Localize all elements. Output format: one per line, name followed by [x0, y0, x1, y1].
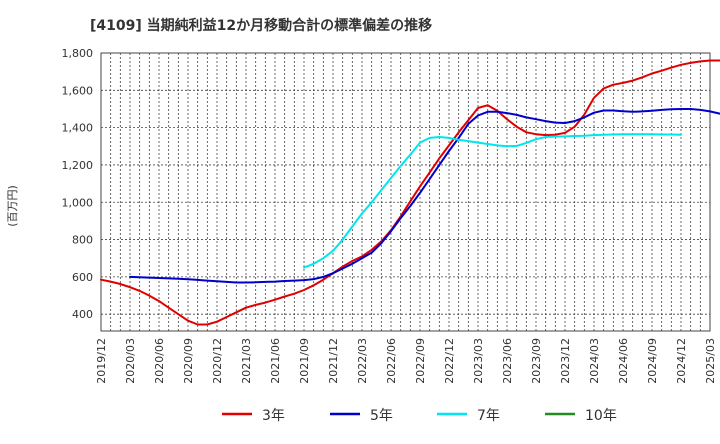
series-line: [100, 59, 720, 326]
legend-label: 7年: [477, 408, 500, 424]
plot-frame: [100, 52, 711, 332]
x-tick-label: 2021/03: [240, 338, 253, 384]
x-tick-label: 2020/03: [124, 338, 137, 384]
x-tick-label: 2023/06: [501, 338, 514, 384]
y-axis-label: (百万円): [6, 185, 19, 227]
x-tick-label: 2024/06: [617, 338, 630, 384]
x-tick-label: 2020/06: [153, 338, 166, 384]
y-tick-label: 600: [72, 271, 93, 284]
legend-label: 10年: [585, 408, 617, 424]
x-tick-label: 2021/06: [269, 338, 282, 384]
x-tick-label: 2019/12: [95, 338, 108, 384]
x-tick-label: 2023/12: [559, 338, 572, 384]
x-tick-label: 2025/03: [704, 338, 717, 384]
chart-title: [4109] 当期純利益12か月移動合計の標準偏差の推移: [90, 17, 432, 34]
y-tick-label: 800: [72, 234, 93, 247]
y-tick-label: 1,200: [62, 159, 94, 172]
x-tick-label: 2022/03: [356, 338, 369, 384]
x-tick-label: 2022/06: [385, 338, 398, 384]
legend: 3年 5年 7年 10年: [222, 408, 617, 424]
x-tick-label: 2024/09: [646, 338, 659, 384]
series-layer: [100, 59, 720, 326]
grid-layer: [100, 52, 711, 332]
series-line: [303, 133, 682, 269]
x-tick-label: 2020/09: [182, 338, 195, 384]
y-tick-label: 1,400: [62, 122, 94, 135]
y-tick-label: 1,800: [62, 47, 94, 60]
x-tick-label: 2023/09: [530, 338, 543, 384]
x-tick-label: 2024/12: [675, 338, 688, 384]
x-tick-label: 2020/12: [211, 338, 224, 384]
x-tick-label: 2021/09: [298, 338, 311, 384]
y-tick-label: 400: [72, 308, 93, 321]
x-tick-label: 2024/03: [588, 338, 601, 384]
legend-label: 5年: [370, 408, 393, 424]
y-tick-label: 1,000: [62, 196, 94, 209]
axis-layer: 400 600 800 1,000 1,200 1,400 1,600 1,800 2019/1…: [62, 47, 718, 384]
x-tick-label: 2023/03: [472, 338, 485, 384]
series-line: [129, 108, 720, 284]
x-tick-label: 2022/12: [443, 338, 456, 384]
x-tick-label: 2021/12: [327, 338, 340, 384]
y-tick-label: 1,600: [62, 84, 94, 97]
legend-label: 3年: [262, 408, 285, 424]
x-tick-label: 2022/09: [414, 338, 427, 384]
